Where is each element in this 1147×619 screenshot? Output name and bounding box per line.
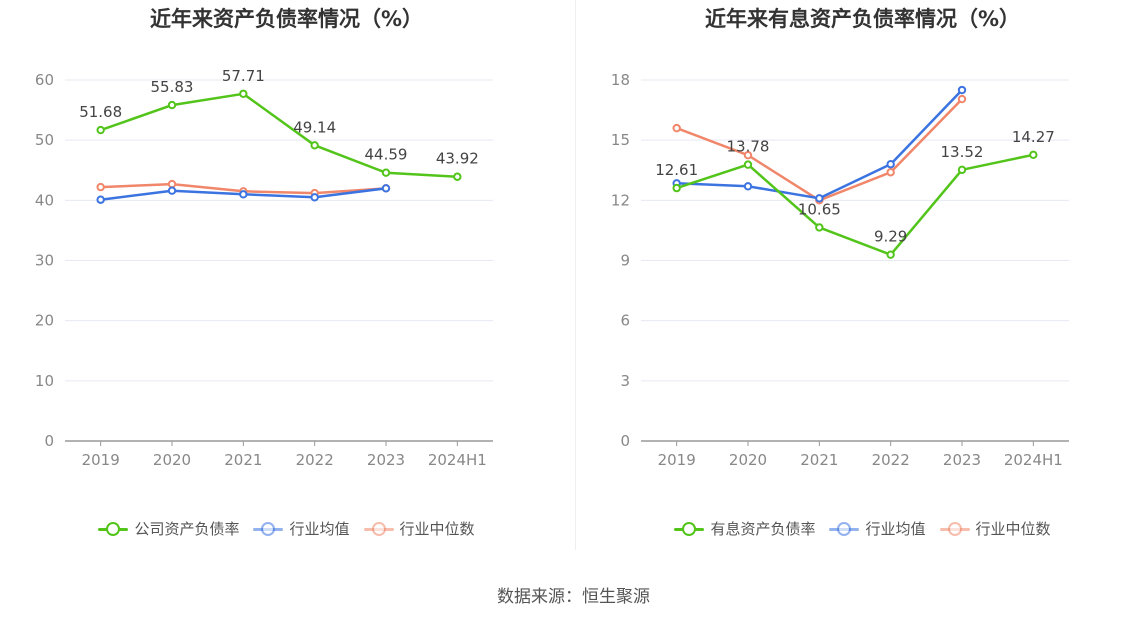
y-tick-label: 20 (35, 312, 54, 330)
legend-item[interactable]: 行业中位数 (363, 518, 475, 539)
data-label: 12.61 (655, 161, 698, 179)
data-point[interactable] (96, 125, 105, 135)
legend-marker-icon (829, 519, 860, 539)
y-tick-label: 30 (35, 252, 54, 270)
y-tick-label: 0 (44, 432, 54, 450)
x-tick-label: 2022 (296, 451, 334, 469)
data-label: 57.71 (222, 67, 265, 85)
legend-marker-icon (363, 519, 394, 539)
y-tick-label: 10 (35, 372, 54, 390)
legend-item[interactable]: 行业中位数 (939, 518, 1051, 539)
data-point[interactable] (957, 94, 967, 104)
x-tick-label: 2022 (872, 451, 910, 469)
x-tick-label: 2024H1 (428, 451, 487, 469)
legend-marker-icon (253, 519, 284, 539)
chart-panel-interest-debt-ratio: 近年来有息资产负债率情况（%） 0 3 6 9 12 15 18 2019 2020 2021 20… (576, 0, 1147, 560)
x-tick-label: 2020 (729, 451, 767, 469)
data-label: 43.92 (436, 150, 479, 168)
data-label: 55.83 (151, 78, 194, 96)
data-point[interactable] (167, 179, 177, 189)
y-tick-label: 50 (35, 131, 54, 149)
y-tick-label: 40 (35, 191, 54, 209)
chart-legend: 有息资产负债率 行业均值 行业中位数 (576, 518, 1147, 539)
data-label: 49.14 (293, 118, 336, 136)
legend-label: 有息资产负债率 (710, 520, 816, 538)
data-point[interactable] (381, 184, 391, 193)
chart-legend: 公司资产负债率 行业均值 行业中位数 (0, 518, 573, 539)
data-point[interactable] (167, 100, 177, 110)
x-tick-label: 2019 (82, 451, 120, 469)
data-point[interactable] (957, 165, 967, 175)
x-tick-label: 2023 (367, 451, 405, 469)
data-point[interactable] (167, 186, 177, 195)
data-label: 10.65 (798, 200, 841, 218)
legend-marker-icon (939, 519, 970, 539)
legend-item[interactable]: 公司资产负债率 (98, 518, 239, 539)
legend-item[interactable]: 行业均值 (829, 518, 926, 539)
legend-label: 行业中位数 (399, 520, 475, 538)
series-line (100, 92, 458, 178)
data-label: 51.68 (79, 103, 122, 121)
data-point[interactable] (957, 85, 967, 95)
data-point[interactable] (1029, 150, 1038, 160)
legend-marker-icon (98, 519, 129, 539)
x-tick-label: 2020 (153, 451, 191, 469)
y-tick-label: 6 (620, 312, 630, 330)
panel-divider (575, 0, 576, 550)
data-point[interactable] (886, 250, 895, 259)
y-tick-label: 9 (620, 252, 630, 270)
y-tick-label: 60 (35, 71, 54, 89)
data-point[interactable] (743, 151, 753, 160)
data-point[interactable] (743, 182, 753, 191)
data-point[interactable] (239, 89, 248, 98)
data-point[interactable] (743, 160, 753, 169)
data-source-note: 数据来源：恒生聚源 (497, 587, 650, 607)
legend-label: 行业均值 (289, 520, 350, 538)
legend-label: 行业中位数 (975, 520, 1051, 538)
legend-label: 行业均值 (865, 520, 926, 538)
y-tick-label: 3 (620, 372, 630, 390)
data-point[interactable] (815, 223, 824, 232)
data-point[interactable] (381, 168, 391, 177)
x-tick-label: 2019 (658, 451, 696, 469)
chart-title: 近年来资产负债率情况（%） (149, 7, 424, 31)
y-tick-label: 0 (620, 432, 630, 450)
legend-item[interactable]: 有息资产负债率 (674, 518, 815, 539)
data-point[interactable] (96, 182, 105, 192)
data-label: 14.27 (1012, 128, 1055, 146)
data-label: 13.52 (941, 143, 984, 161)
data-point[interactable] (453, 172, 462, 181)
chart-panel-debt-ratio: 近年来资产负债率情况（%） 0 10 20 30 40 50 60 2019 2020 2021 2… (0, 0, 573, 560)
y-tick-label: 12 (611, 191, 630, 209)
data-point[interactable] (310, 141, 319, 150)
data-point[interactable] (886, 168, 895, 177)
x-tick-label: 2021 (224, 451, 262, 469)
x-tick-label: 2024H1 (1004, 451, 1063, 469)
data-point[interactable] (815, 194, 824, 203)
data-label: 44.59 (365, 146, 408, 164)
data-point[interactable] (672, 183, 681, 193)
line-chart: 0 10 20 30 40 50 60 2019 2020 2021 2022 2023 2024H1 5… (35, 67, 493, 469)
data-point[interactable] (310, 193, 319, 202)
data-label: 13.78 (727, 138, 770, 156)
y-tick-label: 18 (611, 71, 630, 89)
legend-item[interactable]: 行业均值 (253, 518, 350, 539)
series-line (676, 153, 1034, 256)
line-chart: 0 3 6 9 12 15 18 2019 2020 2021 2022 2023 2024H1 12.6… (611, 71, 1069, 469)
data-point[interactable] (239, 190, 248, 199)
legend-label: 公司资产负债率 (134, 520, 240, 538)
data-point[interactable] (672, 123, 681, 133)
data-point[interactable] (886, 160, 895, 169)
legend-marker-icon (674, 519, 705, 539)
data-point[interactable] (96, 195, 105, 204)
data-label: 9.29 (874, 228, 907, 246)
x-tick-label: 2023 (943, 451, 981, 469)
chart-title: 近年来有息资产负债率情况（%） (704, 7, 1021, 31)
y-tick-label: 15 (611, 131, 630, 149)
x-tick-label: 2021 (800, 451, 838, 469)
